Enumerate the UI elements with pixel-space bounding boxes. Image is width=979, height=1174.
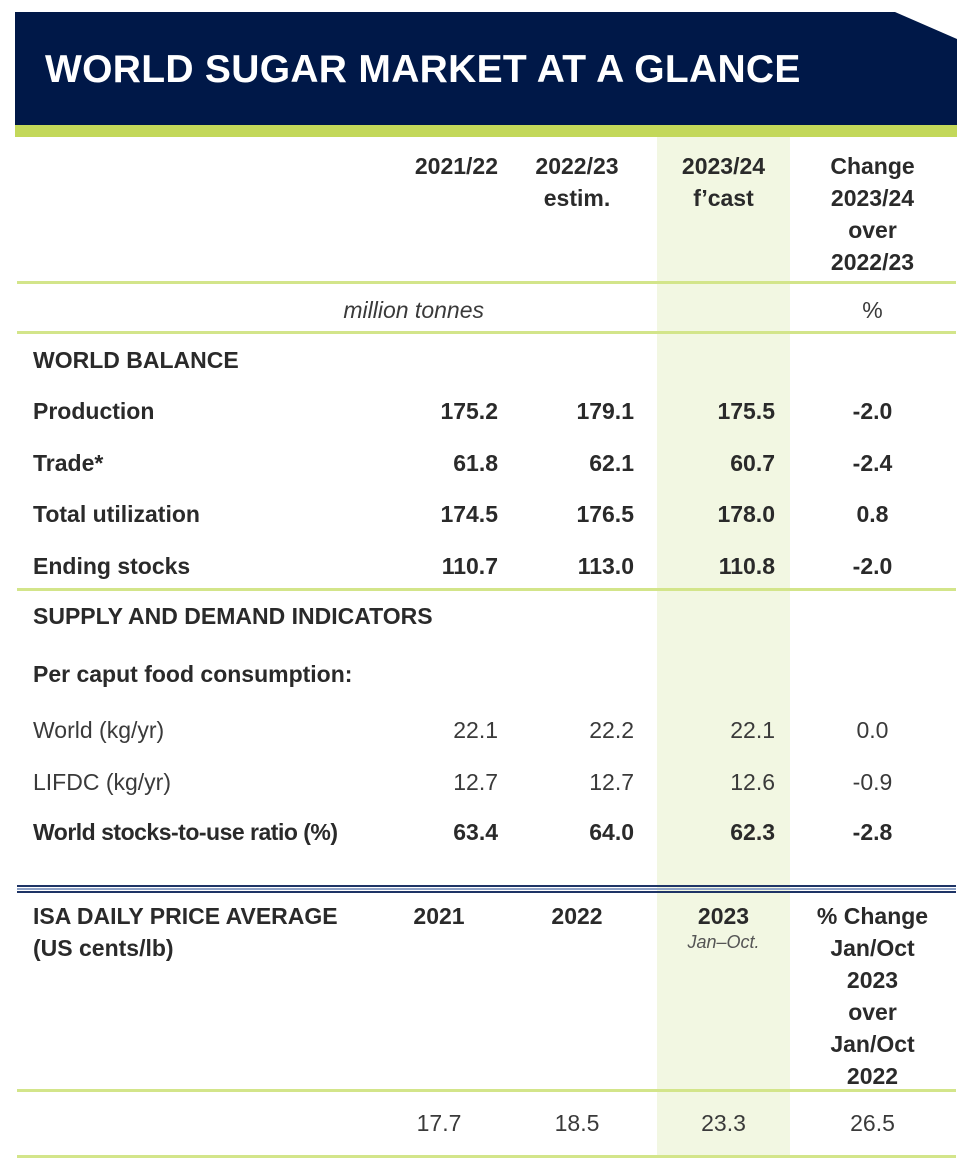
double-divider-top	[17, 885, 956, 887]
value-2022-23: 62.1	[589, 450, 634, 476]
price-change-line-3: 2023	[846, 967, 899, 993]
header-col-2023-24-year: 2023/24	[681, 153, 766, 179]
row-label: World (kg/yr)	[33, 717, 165, 743]
value-2023-24: 22.1	[730, 717, 775, 743]
header-col-2021-22: 2021/22	[414, 153, 498, 179]
price-header-2022: 2022	[551, 903, 603, 929]
price-value-2021: 17.7	[416, 1110, 462, 1136]
divider	[17, 1155, 956, 1158]
price-header-2023: 2023 Jan–Oct.	[657, 900, 790, 953]
double-divider-bottom	[17, 891, 956, 893]
units-label: million tonnes	[343, 297, 484, 323]
value-2022-23: 64.0	[589, 819, 634, 845]
price-header-2021: 2021	[413, 903, 465, 929]
title-banner	[15, 12, 957, 125]
header-col-2022-23: 2022/23 estim.	[520, 150, 634, 214]
row-label: World stocks-to-use ratio (%)	[33, 819, 338, 845]
value-change: 0.8	[856, 501, 889, 527]
price-change-line-6: 2022	[846, 1063, 899, 1089]
page-title: WORLD SUGAR MARKET AT A GLANCE	[45, 48, 801, 91]
price-value-change: 26.5	[850, 1110, 895, 1136]
row-label: Total utilization	[33, 501, 200, 527]
price-change-line-1: % Change	[816, 903, 929, 929]
value-2021-22: 12.7	[453, 769, 498, 795]
price-heading: ISA DAILY PRICE AVERAGE (US cents/lb)	[33, 900, 338, 964]
header-col-2022-23-note: estim.	[543, 185, 611, 211]
price-value-2023: 23.3	[701, 1110, 746, 1136]
header-col-2023-24: 2023/24 f’cast	[657, 150, 790, 214]
price-change-line-2: Jan/Oct	[830, 935, 915, 961]
header-col-2023-24-note: f’cast	[693, 185, 754, 211]
divider	[17, 331, 956, 334]
value-change: -2.0	[852, 553, 893, 579]
value-2021-22: 110.7	[441, 553, 498, 579]
price-heading-line-1: ISA DAILY PRICE AVERAGE	[33, 903, 338, 929]
value-2022-23: 113.0	[577, 553, 634, 579]
header-col-change: Change 2023/24 over 2022/23	[795, 150, 950, 278]
section-heading-supply-demand: SUPPLY AND DEMAND INDICATORS	[33, 603, 433, 629]
forecast-column-highlight	[657, 137, 790, 1157]
value-2023-24: 60.7	[730, 450, 775, 476]
price-value-2022: 18.5	[554, 1110, 600, 1136]
value-2021-22: 61.8	[453, 450, 498, 476]
value-2021-22: 22.1	[453, 717, 498, 743]
price-change-line-4: over	[848, 999, 897, 1025]
header-change-line-3: over	[848, 217, 897, 243]
value-2022-23: 179.1	[576, 398, 634, 424]
header-change-line-4: 2022/23	[830, 249, 915, 275]
price-heading-line-2: (US cents/lb)	[33, 935, 174, 961]
value-2022-23: 22.2	[589, 717, 634, 743]
header-col-2022-23-year: 2022/23	[535, 153, 619, 179]
double-divider-middle	[17, 888, 956, 890]
price-header-change: % Change Jan/Oct 2023 over Jan/Oct 2022	[795, 900, 950, 1092]
header-change-line-1: Change	[830, 153, 915, 179]
value-change: -2.4	[852, 450, 893, 476]
value-2021-22: 63.4	[453, 819, 498, 845]
value-2023-24: 12.6	[730, 769, 775, 795]
value-2022-23: 176.5	[576, 501, 634, 527]
value-2023-24: 178.0	[717, 501, 775, 527]
divider	[17, 281, 956, 284]
value-change: -2.8	[852, 819, 893, 845]
value-2023-24: 62.3	[730, 819, 775, 845]
divider	[17, 588, 956, 591]
price-header-2023-note: Jan–Oct.	[687, 932, 760, 952]
value-change: -0.9	[852, 769, 893, 795]
units-change-label: %	[862, 297, 883, 323]
subheading-per-caput: Per caput food consumption:	[33, 661, 353, 687]
price-change-line-5: Jan/Oct	[830, 1031, 915, 1057]
price-header-2023-year: 2023	[697, 903, 750, 929]
row-label: LIFDC (kg/yr)	[33, 769, 171, 795]
divider	[17, 1089, 956, 1092]
row-label: Production	[33, 398, 155, 424]
header-change-line-2: 2023/24	[830, 185, 915, 211]
section-heading-world-balance: WORLD BALANCE	[33, 347, 239, 373]
value-change: 0.0	[856, 717, 889, 743]
value-2022-23: 12.7	[589, 769, 634, 795]
value-2023-24: 110.8	[718, 553, 775, 579]
row-label: Trade*	[33, 450, 104, 476]
row-label: Ending stocks	[33, 553, 191, 579]
value-2021-22: 175.2	[440, 398, 498, 424]
value-2021-22: 174.5	[440, 501, 498, 527]
value-change: -2.0	[852, 398, 893, 424]
value-2023-24: 175.5	[717, 398, 775, 424]
title-accent-stripe	[15, 125, 957, 137]
